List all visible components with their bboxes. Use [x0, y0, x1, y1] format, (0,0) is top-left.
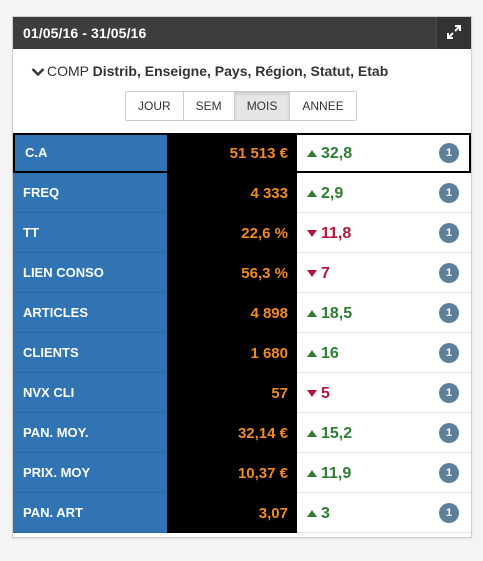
kpi-row[interactable]: NVX CLI 57 5 1 [13, 373, 471, 413]
expand-button[interactable] [436, 17, 471, 49]
kpi-value: 3,07 [167, 493, 297, 533]
comp-dimensions: Distrib, Enseigne, Pays, Région, Statut,… [92, 63, 389, 79]
kpi-name: TT [13, 213, 167, 253]
kpi-row[interactable]: PAN. MOY. 32,14 €15,2 1 [13, 413, 471, 453]
kpi-value: 1 680 [167, 333, 297, 373]
kpi-row[interactable]: C.A 51 513 €32,8 1 [13, 133, 471, 173]
triangle-up-icon [307, 310, 317, 317]
kpi-name: CLIENTS [13, 333, 167, 373]
kpi-name: LIEN CONSO [13, 253, 167, 293]
info-badge[interactable]: 1 [439, 303, 459, 323]
kpi-delta-cell: 15,2 1 [297, 413, 471, 453]
kpi-widget: 01/05/16 - 31/05/16 COMP Distrib, Enseig… [12, 16, 472, 538]
chevron-down-icon [31, 68, 45, 77]
kpi-delta: 32,8 [321, 145, 353, 162]
kpi-row[interactable]: LIEN CONSO 56,3 % 7 1 [13, 253, 471, 293]
info-badge[interactable]: 1 [439, 503, 459, 523]
kpi-value: 4 333 [167, 173, 297, 213]
kpi-name: PAN. ART [13, 493, 167, 533]
triangle-up-icon [307, 430, 317, 437]
kpi-delta-cell: 11,8 1 [297, 213, 471, 253]
kpi-row[interactable]: PAN. ART 3,07 3 1 [13, 493, 471, 533]
triangle-down-icon [307, 390, 317, 397]
kpi-name: PRIX. MOY [13, 453, 167, 493]
kpi-delta-cell: 18,5 1 [297, 293, 471, 333]
period-month-button[interactable]: MOIS [233, 91, 291, 121]
kpi-delta-cell: 16 1 [297, 333, 471, 373]
kpi-delta: 5 [321, 385, 330, 402]
info-badge[interactable]: 1 [439, 263, 459, 283]
kpi-delta-cell: 11,9 1 [297, 453, 471, 493]
info-badge[interactable]: 1 [439, 423, 459, 443]
info-badge[interactable]: 1 [439, 143, 459, 163]
kpi-delta-cell: 2,9 1 [297, 173, 471, 213]
kpi-row[interactable]: PRIX. MOY 10,37 €11,9 1 [13, 453, 471, 493]
kpi-delta: 16 [321, 345, 339, 362]
expand-icon [447, 25, 461, 39]
kpi-value: 57 [167, 373, 297, 413]
kpi-delta: 15,2 [321, 425, 353, 442]
kpi-name: C.A [13, 133, 167, 173]
kpi-value: 51 513 € [167, 133, 297, 173]
kpi-value: 10,37 € [167, 453, 297, 493]
triangle-down-icon [307, 230, 317, 237]
comparison-toggle[interactable]: COMP Distrib, Enseigne, Pays, Région, St… [31, 63, 388, 83]
info-badge[interactable]: 1 [439, 383, 459, 403]
kpi-delta: 11,9 [321, 465, 352, 482]
triangle-up-icon [307, 150, 317, 157]
period-selector: JOUR SEM MOIS ANNEE [125, 91, 357, 121]
kpi-table: C.A 51 513 €32,8 1 FREQ 4 333 2,9 1 TT 22,6 % 11,… [13, 133, 471, 533]
widget-header: 01/05/16 - 31/05/16 [13, 17, 471, 49]
info-badge[interactable]: 1 [439, 463, 459, 483]
kpi-name: FREQ [13, 173, 167, 213]
kpi-value: 56,3 % [167, 253, 297, 293]
triangle-up-icon [307, 350, 317, 357]
triangle-up-icon [307, 470, 317, 477]
triangle-up-icon [307, 190, 317, 197]
kpi-delta: 7 [321, 265, 330, 282]
period-year-button[interactable]: ANNEE [289, 91, 357, 121]
kpi-row[interactable]: TT 22,6 % 11,8 1 [13, 213, 471, 253]
kpi-value: 22,6 % [167, 213, 297, 253]
comp-label: COMP [47, 63, 89, 79]
triangle-up-icon [307, 510, 317, 517]
date-range-title: 01/05/16 - 31/05/16 [23, 25, 147, 41]
kpi-delta: 11,8 [321, 225, 352, 242]
kpi-name: PAN. MOY. [13, 413, 167, 453]
kpi-delta-cell: 32,8 1 [297, 133, 471, 173]
info-badge[interactable]: 1 [439, 343, 459, 363]
kpi-row[interactable]: CLIENTS 1 680 16 1 [13, 333, 471, 373]
kpi-delta: 3 [321, 505, 330, 522]
kpi-name: NVX CLI [13, 373, 167, 413]
kpi-delta: 18,5 [321, 305, 353, 322]
kpi-delta: 2,9 [321, 185, 344, 202]
kpi-value: 32,14 € [167, 413, 297, 453]
period-week-button[interactable]: SEM [182, 91, 235, 121]
kpi-value: 4 898 [167, 293, 297, 333]
period-day-button[interactable]: JOUR [125, 91, 184, 121]
info-badge[interactable]: 1 [439, 223, 459, 243]
info-badge[interactable]: 1 [439, 183, 459, 203]
triangle-down-icon [307, 270, 317, 277]
kpi-row[interactable]: ARTICLES 4 898 18,5 1 [13, 293, 471, 333]
kpi-row[interactable]: FREQ 4 333 2,9 1 [13, 173, 471, 213]
kpi-name: ARTICLES [13, 293, 167, 333]
